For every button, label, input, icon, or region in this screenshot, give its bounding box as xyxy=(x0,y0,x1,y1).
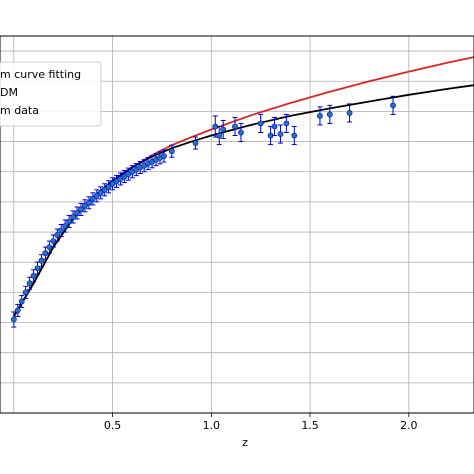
plot-frame xyxy=(0,35,474,414)
data-point xyxy=(93,189,100,203)
data-point xyxy=(257,113,264,134)
marker xyxy=(277,131,284,137)
data-point xyxy=(232,116,238,137)
data-point xyxy=(277,124,284,144)
plot-points xyxy=(10,95,396,328)
data-point xyxy=(390,95,396,115)
marker xyxy=(89,195,96,202)
marker xyxy=(220,126,227,133)
legend-entry-label: m curve fitting xyxy=(0,68,81,81)
marker xyxy=(390,102,396,109)
data-point xyxy=(161,149,167,163)
x-axis-label: z xyxy=(242,436,248,449)
data-point xyxy=(168,144,175,158)
marker xyxy=(85,199,92,206)
marker xyxy=(168,148,175,155)
data-point xyxy=(62,219,69,233)
data-point xyxy=(271,116,278,137)
legend-entry-label: DM xyxy=(0,86,18,99)
marker xyxy=(97,189,104,196)
marker xyxy=(78,206,84,213)
data-point xyxy=(145,157,152,171)
data-point xyxy=(38,254,45,268)
marker xyxy=(34,265,41,272)
data-point xyxy=(54,228,61,242)
marker xyxy=(283,120,290,127)
data-point xyxy=(220,119,227,140)
marker xyxy=(82,202,88,209)
data-point xyxy=(133,163,140,177)
data-point xyxy=(97,186,104,200)
grid xyxy=(0,36,474,413)
marker xyxy=(346,110,353,116)
marker xyxy=(38,257,45,264)
marker xyxy=(326,111,333,118)
marker xyxy=(232,123,238,130)
data-point xyxy=(89,192,96,206)
data-point xyxy=(129,165,136,179)
data-point xyxy=(34,261,41,275)
data-point xyxy=(105,180,112,194)
data-point xyxy=(326,104,333,124)
marker xyxy=(74,210,80,216)
data-point xyxy=(283,113,290,134)
data-point xyxy=(267,125,274,146)
marker xyxy=(161,153,167,159)
marker xyxy=(257,120,264,127)
x-ticks: 0.5 1.0 1.5 2.0 xyxy=(104,413,418,432)
marker xyxy=(26,280,33,287)
data-point xyxy=(192,136,199,150)
marker xyxy=(238,129,244,136)
marker xyxy=(291,132,298,139)
data-point xyxy=(85,196,92,210)
legend: m curve fitting DM m data xyxy=(0,61,102,127)
data-point xyxy=(74,206,80,220)
data-point xyxy=(18,294,25,308)
data-point xyxy=(346,103,353,123)
marker xyxy=(66,218,73,225)
data-point xyxy=(291,125,298,146)
marker xyxy=(54,232,61,238)
marker xyxy=(271,123,278,130)
data-point xyxy=(82,199,88,213)
marker xyxy=(105,183,112,190)
marker xyxy=(22,289,29,296)
x-tick-label: 2.0 xyxy=(400,419,418,432)
data-point xyxy=(22,285,29,299)
data-point xyxy=(30,269,37,283)
data-point xyxy=(10,311,17,328)
x-tick-label: 1.5 xyxy=(301,419,319,432)
marker xyxy=(18,298,25,305)
marker xyxy=(93,192,100,199)
marker xyxy=(58,227,65,234)
marker xyxy=(14,307,21,314)
legend-box xyxy=(0,61,102,127)
data-point xyxy=(153,153,159,167)
marker xyxy=(317,113,323,119)
marker xyxy=(101,186,108,193)
data-point xyxy=(317,106,323,126)
data-point xyxy=(238,122,244,143)
data-point xyxy=(78,202,84,216)
legend-entry-label: m data xyxy=(0,104,39,117)
marker xyxy=(216,132,223,139)
data-point xyxy=(66,214,73,229)
x-tick-label: 0.5 xyxy=(104,419,122,432)
data-point xyxy=(101,183,108,197)
marker xyxy=(30,272,37,279)
marker xyxy=(192,140,199,146)
marker xyxy=(10,316,17,323)
data-point xyxy=(216,125,223,146)
data-point xyxy=(70,210,76,224)
x-tick-label: 1.0 xyxy=(203,419,221,432)
marker xyxy=(62,223,69,229)
data-point xyxy=(14,303,21,317)
marker xyxy=(70,214,76,220)
